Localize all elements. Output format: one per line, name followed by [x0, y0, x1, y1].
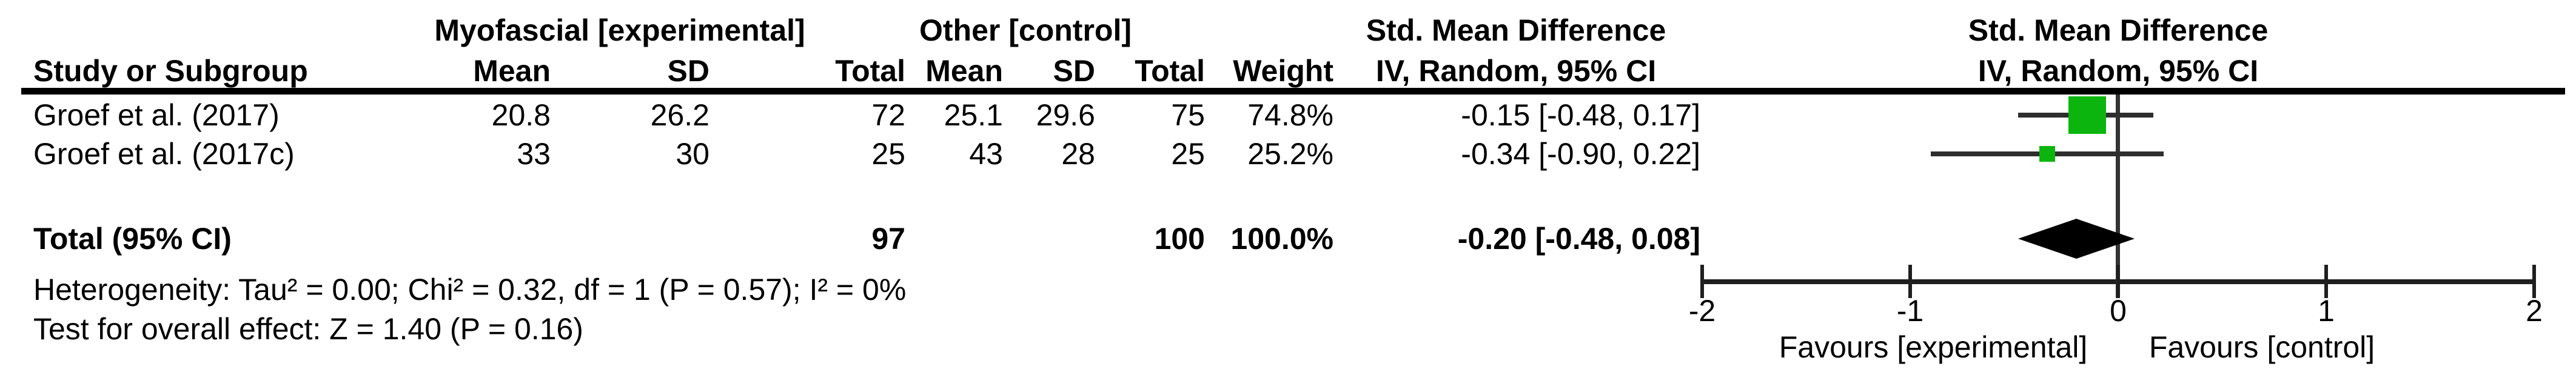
axis-tick-label: 1	[2318, 294, 2335, 328]
group-header-experimental: Myofascial [experimental]	[434, 13, 805, 47]
study1-sd-ctrl: 29.6	[1036, 98, 1095, 132]
axis-tick	[1908, 265, 1912, 298]
study2-sd-exp: 30	[676, 137, 709, 171]
study1-smd-ci: -0.15 [-0.48, 0.17]	[1461, 98, 1700, 132]
axis-tick	[2532, 265, 2536, 298]
study2-mean-ctrl: 43	[969, 137, 1003, 171]
favours-experimental-label: Favours [experimental]	[1779, 330, 2088, 364]
study-marker	[2068, 96, 2106, 134]
overall-effect-text: Test for overall effect: Z = 1.40 (P = 0…	[33, 312, 583, 346]
col-header-study: Study or Subgroup	[33, 54, 308, 88]
col-header-mean-ctrl: Mean	[925, 54, 1003, 88]
col-header-mean-exp: Mean	[473, 54, 551, 88]
study2-mean-exp: 33	[517, 137, 551, 171]
study1-weight: 74.8%	[1247, 98, 1333, 132]
axis-tick	[2116, 265, 2120, 298]
study1-total-exp: 72	[871, 98, 905, 132]
axis-tick	[2324, 265, 2328, 298]
col-header-weight: Weight	[1233, 54, 1333, 88]
col-header-total-exp: Total	[835, 54, 905, 88]
study1-mean-exp: 20.8	[491, 98, 551, 132]
study2-total-ctrl: 25	[1171, 137, 1205, 171]
study1-mean-ctrl: 25.1	[944, 98, 1003, 132]
smd-header-text-col: Std. Mean Difference	[1366, 13, 1666, 47]
study1-total-ctrl: 75	[1171, 98, 1205, 132]
header-rule	[21, 88, 2565, 95]
favours-control-label: Favours [control]	[2148, 330, 2375, 364]
col-header-ivci-plot: IV, Random, 95% CI	[1977, 54, 2259, 88]
axis-tick-label: 2	[2526, 294, 2543, 328]
total-n-exp: 97	[871, 222, 905, 256]
axis-tick-label: 0	[2110, 294, 2127, 328]
total-label: Total (95% CI)	[33, 222, 232, 256]
total-diamond	[2018, 219, 2135, 259]
col-header-sd-exp: SD	[667, 54, 709, 88]
smd-header-plot-col: Std. Mean Difference	[1968, 13, 2269, 47]
study1-sd-exp: 26.2	[650, 98, 709, 132]
heterogeneity-text: Heterogeneity: Tau² = 0.00; Chi² = 0.32,…	[33, 273, 907, 307]
axis-tick	[1700, 265, 1704, 298]
col-header-total-ctrl: Total	[1135, 54, 1205, 88]
study1-name: Groef et al. (2017)	[33, 98, 280, 132]
axis-tick-label: -2	[1688, 294, 1716, 328]
total-n-ctrl: 100	[1154, 222, 1205, 256]
zero-line	[2116, 95, 2120, 298]
study2-sd-ctrl: 28	[1061, 137, 1095, 171]
study2-name: Groef et al. (2017c)	[33, 137, 295, 171]
col-header-ivci-text: IV, Random, 95% CI	[1375, 54, 1657, 88]
study2-total-exp: 25	[871, 137, 905, 171]
study-marker	[2039, 146, 2056, 162]
study2-smd-ci: -0.34 [-0.90, 0.22]	[1461, 137, 1700, 171]
axis-tick-label: -1	[1896, 294, 1924, 328]
col-header-sd-ctrl: SD	[1053, 54, 1095, 88]
study2-weight: 25.2%	[1247, 137, 1333, 171]
total-smd-ci: -0.20 [-0.48, 0.08]	[1457, 222, 1700, 256]
total-weight: 100.0%	[1230, 222, 1333, 256]
group-header-control: Other [control]	[919, 13, 1132, 47]
